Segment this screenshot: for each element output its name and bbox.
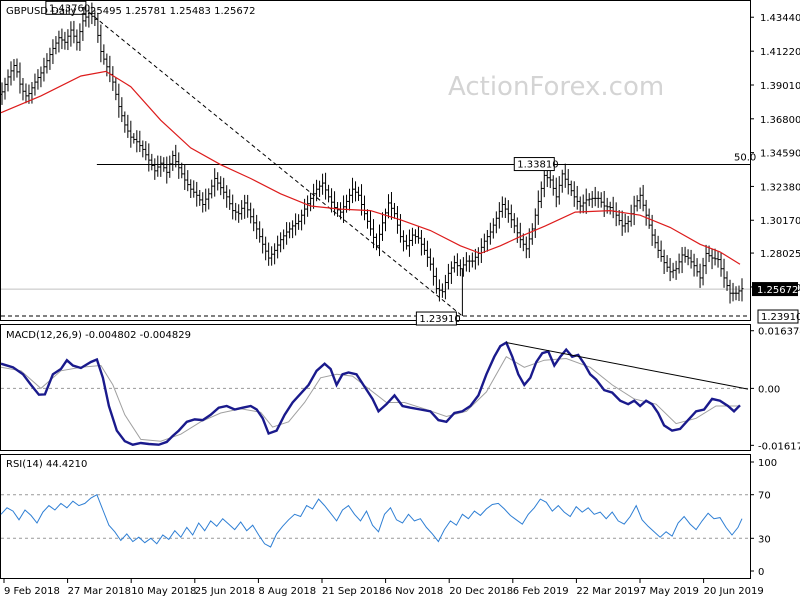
price-tick-label: 1.28025 bbox=[760, 249, 800, 260]
x-tick-label: 10 May 2018 bbox=[131, 586, 196, 597]
macd-main-line bbox=[0, 340, 741, 446]
watermark: ActionForex.com bbox=[448, 72, 664, 102]
price-tick-label: 1.36800 bbox=[760, 115, 800, 126]
support-axis-box bbox=[757, 309, 799, 324]
rsi-y-axis: 100 70 30 0 bbox=[750, 458, 777, 578]
rsi-title: RSI(14) 44.4210 bbox=[6, 459, 87, 470]
fib-50-label: 50.0 bbox=[734, 153, 756, 164]
rsi-lines bbox=[0, 493, 750, 548]
support-axis-label: 1.23910 bbox=[761, 312, 800, 323]
rsi-tick-label: 100 bbox=[758, 458, 777, 469]
resistance-label: 1.33810 bbox=[517, 160, 558, 171]
x-tick-label: 8 Aug 2018 bbox=[258, 586, 316, 597]
price-tick-label: 1.32380 bbox=[760, 182, 800, 193]
x-tick-label: 6 Nov 2018 bbox=[386, 586, 444, 597]
macd-lines bbox=[0, 340, 750, 446]
moving-average-series bbox=[0, 70, 741, 265]
x-tick-label: 20 Jun 2019 bbox=[704, 586, 764, 597]
low-label-box bbox=[415, 311, 457, 326]
price-annotations: 1.43760 1.23910 1.33810 1.23910 50.0 bbox=[45, 0, 800, 326]
high-label-box bbox=[45, 0, 87, 15]
price-title: GBPUSD Daily 1.25495 1.25781 1.25483 1.25… bbox=[6, 6, 255, 17]
low-label: 1.23910 bbox=[419, 314, 460, 325]
current-price-box bbox=[752, 282, 798, 297]
resistance-label-box bbox=[513, 157, 555, 172]
x-tick-label: 21 Sep 2018 bbox=[322, 586, 385, 597]
x-tick-label: 20 Dec 2018 bbox=[449, 586, 513, 597]
x-tick-label: 27 Mar 2018 bbox=[68, 586, 131, 597]
x-tick-label: 6 Feb 2019 bbox=[513, 586, 569, 597]
current-price-label: 1.25672 bbox=[757, 285, 798, 296]
rsi-tick-label: 0 bbox=[758, 567, 764, 578]
price-tick-label: 1.41220 bbox=[760, 47, 800, 58]
macd-tick-label: 0.016374 bbox=[758, 327, 800, 338]
rsi-tick-label: 70 bbox=[758, 491, 771, 502]
price-tick-label: 1.43440 bbox=[760, 13, 800, 24]
price-tick-label: 1.39010 bbox=[760, 81, 800, 92]
rsi-panel-frame bbox=[0, 454, 751, 579]
macd-trendline bbox=[506, 342, 749, 390]
x-tick-label: 7 May 2019 bbox=[640, 586, 699, 597]
price-tick-label: 1.30170 bbox=[760, 216, 800, 227]
macd-tick-label: 0.00 bbox=[758, 384, 780, 395]
macd-signal-line bbox=[0, 356, 740, 442]
high-label: 1.43760 bbox=[49, 3, 90, 14]
price-y-axis: 1.43440 1.41220 1.39010 1.36800 1.34590 1.323… bbox=[750, 13, 800, 297]
price-tick-label: 1.34590 bbox=[760, 149, 800, 160]
x-tick-label: 9 Feb 2018 bbox=[4, 586, 60, 597]
rsi-series-line bbox=[0, 493, 743, 548]
macd-y-axis: 0.016374 0.00 -0.016176 bbox=[750, 327, 800, 452]
price-panel-frame bbox=[0, 0, 751, 321]
x-tick-label: 25 Jun 2018 bbox=[195, 586, 255, 597]
macd-tick-label: -0.016176 bbox=[758, 441, 800, 452]
moving-average-line bbox=[0, 70, 741, 265]
price-reference-lines bbox=[1, 11, 750, 317]
price-ohlc-bars bbox=[0, 2, 744, 304]
macd-title: MACD(12,26,9) -0.004802 -0.004829 bbox=[6, 330, 191, 341]
x-tick-label: 22 Mar 2019 bbox=[576, 586, 639, 597]
rsi-tick-label: 30 bbox=[758, 534, 771, 545]
macd-panel-frame bbox=[0, 324, 751, 451]
